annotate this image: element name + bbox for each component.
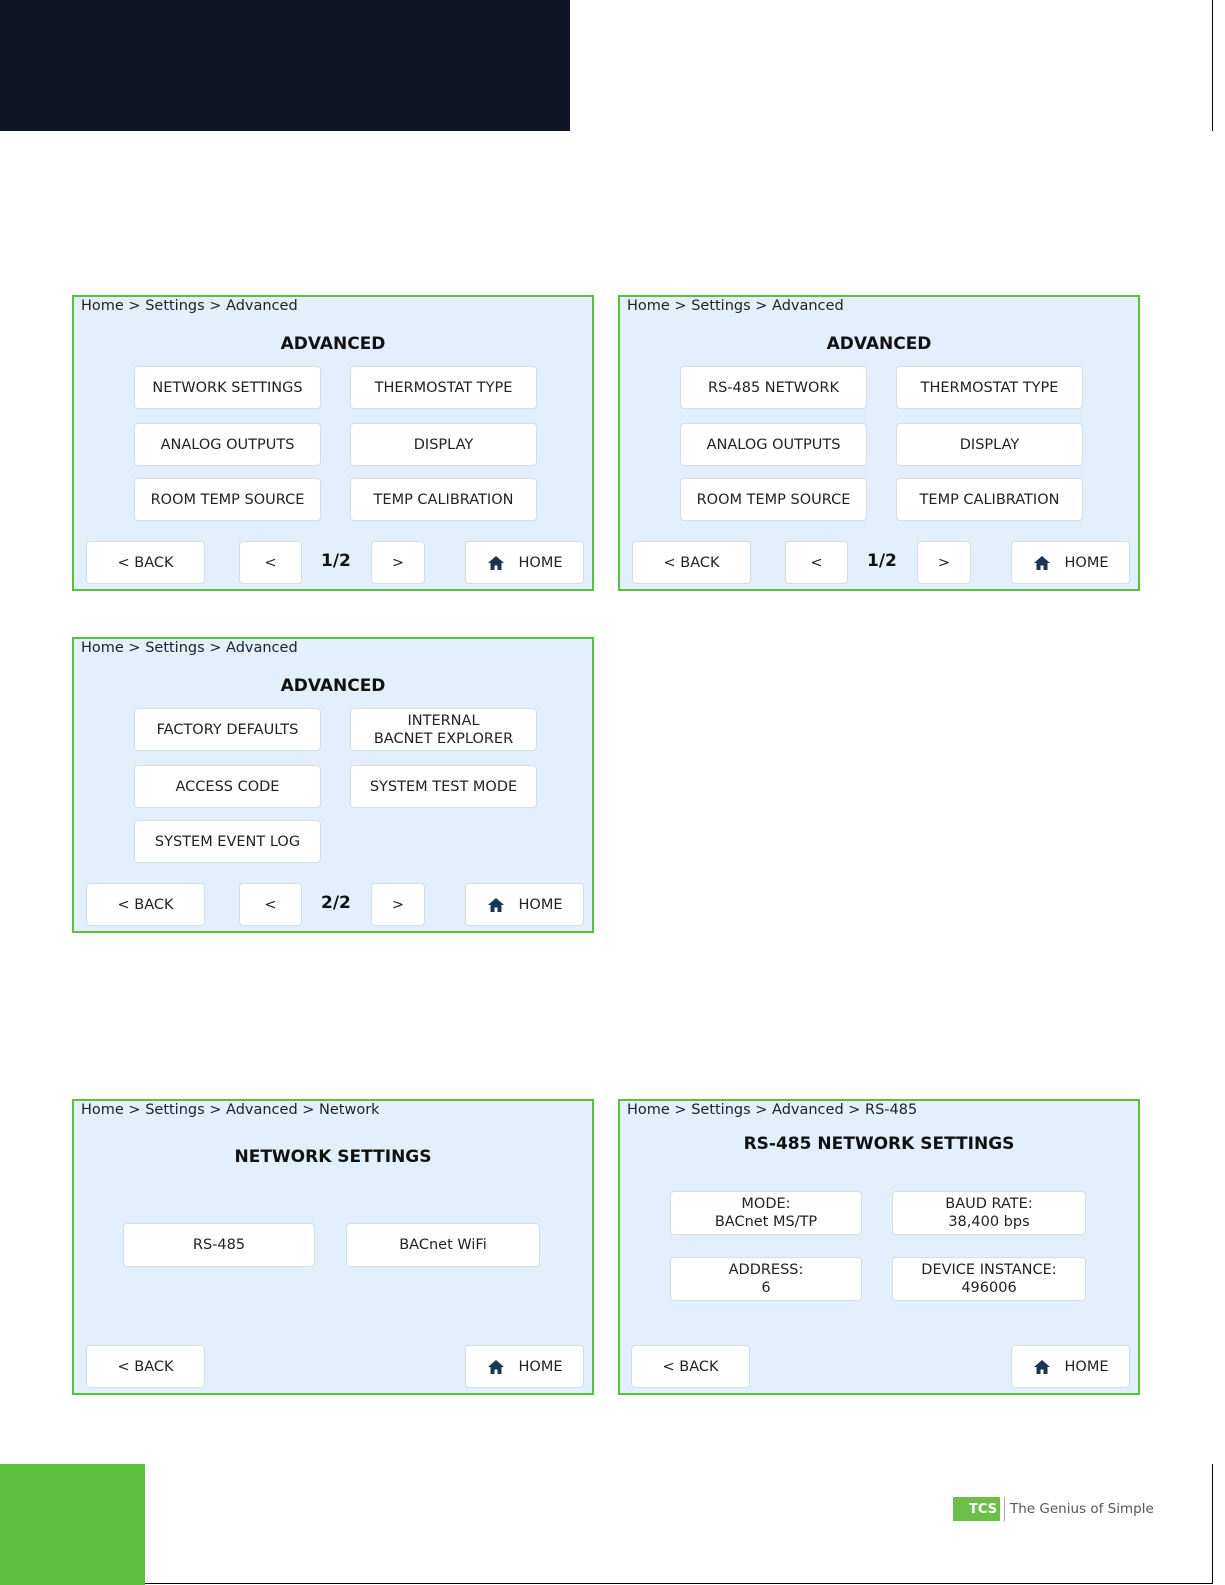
header-block — [0, 0, 570, 131]
tcs-logo: TCS The Genius of Simple — [953, 1497, 1154, 1521]
home-button[interactable]: HOME — [465, 1345, 584, 1388]
menu-button[interactable]: ROOM TEMP SOURCE — [134, 478, 321, 521]
next-page-button[interactable]: > — [917, 541, 971, 584]
back-button[interactable]: < BACK — [86, 883, 205, 926]
screen-title: ADVANCED — [280, 676, 386, 696]
home-icon — [487, 897, 504, 912]
screen-title: NETWORK SETTINGS — [234, 1147, 432, 1167]
home-icon — [487, 1359, 504, 1374]
menu-button[interactable]: BACnet WiFi — [346, 1223, 540, 1267]
home-label: HOME — [1064, 1358, 1109, 1375]
menu-button[interactable]: DISPLAY — [896, 423, 1083, 466]
breadcrumb: Home > Settings > Advanced > Network — [81, 1102, 380, 1118]
screen-title: ADVANCED — [280, 334, 386, 354]
menu-button[interactable]: RS-485 — [123, 1223, 315, 1267]
menu-button[interactable]: NETWORK SETTINGS — [134, 366, 321, 409]
menu-button[interactable]: ACCESS CODE — [134, 765, 321, 808]
home-label: HOME — [518, 1358, 563, 1375]
home-button[interactable]: HOME — [1011, 1345, 1130, 1388]
menu-button[interactable]: TEMP CALIBRATION — [350, 478, 537, 521]
home-icon — [487, 555, 504, 570]
prev-page-button[interactable]: < — [785, 541, 848, 584]
menu-button[interactable]: MODE: BACnet MS/TP — [670, 1191, 862, 1235]
touchscreen-panel: Home > Settings > Advanced ADVANCED NETWOR… — [72, 295, 594, 591]
home-label: HOME — [1064, 554, 1109, 571]
menu-button[interactable]: DISPLAY — [350, 423, 537, 466]
menu-button[interactable]: SYSTEM EVENT LOG — [134, 820, 321, 863]
menu-button[interactable]: INTERNAL BACNET EXPLORER — [350, 708, 537, 751]
back-button[interactable]: < BACK — [86, 1345, 205, 1388]
menu-button[interactable]: RS-485 NETWORK — [680, 366, 867, 409]
breadcrumb: Home > Settings > Advanced — [627, 298, 844, 314]
page-edge-line — [1212, 1464, 1213, 1584]
menu-button[interactable]: THERMOSTAT TYPE — [350, 366, 537, 409]
home-icon — [1033, 1359, 1050, 1374]
menu-button[interactable]: ROOM TEMP SOURCE — [680, 478, 867, 521]
back-button[interactable]: < BACK — [631, 1345, 750, 1388]
home-label: HOME — [518, 554, 563, 571]
home-label: HOME — [518, 896, 563, 913]
back-button[interactable]: < BACK — [86, 541, 205, 584]
prev-page-button[interactable]: < — [239, 883, 302, 926]
touchscreen-panel: Home > Settings > Advanced ADVANCED RS-485… — [618, 295, 1140, 591]
next-page-button[interactable]: > — [371, 541, 425, 584]
breadcrumb: Home > Settings > Advanced — [81, 640, 298, 656]
menu-button[interactable]: ADDRESS: 6 — [670, 1257, 862, 1301]
menu-button[interactable]: FACTORY DEFAULTS — [134, 708, 321, 751]
footer-green-block — [0, 1464, 145, 1585]
page-bottom-line — [0, 1583, 1213, 1584]
next-page-button[interactable]: > — [371, 883, 425, 926]
home-button[interactable]: HOME — [465, 883, 584, 926]
menu-button[interactable]: ANALOG OUTPUTS — [134, 423, 321, 466]
screen-title: RS-485 NETWORK SETTINGS — [743, 1134, 1015, 1154]
menu-button[interactable]: THERMOSTAT TYPE — [896, 366, 1083, 409]
page-indicator: 1/2 — [867, 551, 897, 571]
breadcrumb: Home > Settings > Advanced — [81, 298, 298, 314]
page-indicator: 2/2 — [321, 893, 351, 913]
touchscreen-panel: Home > Settings > Advanced ADVANCED FACTOR… — [72, 637, 594, 933]
home-button[interactable]: HOME — [465, 541, 584, 584]
menu-button[interactable]: ANALOG OUTPUTS — [680, 423, 867, 466]
menu-button[interactable]: TEMP CALIBRATION — [896, 478, 1083, 521]
home-icon — [1033, 555, 1050, 570]
touchscreen-panel: Home > Settings > Advanced > Network NETW… — [72, 1099, 594, 1395]
logo-mark: TCS — [953, 1497, 1000, 1521]
menu-button[interactable]: SYSTEM TEST MODE — [350, 765, 537, 808]
home-button[interactable]: HOME — [1011, 541, 1130, 584]
breadcrumb: Home > Settings > Advanced > RS-485 — [627, 1102, 918, 1118]
menu-button[interactable]: BAUD RATE: 38,400 bps — [892, 1191, 1086, 1235]
menu-button[interactable]: DEVICE INSTANCE: 496006 — [892, 1257, 1086, 1301]
page-indicator: 1/2 — [321, 551, 351, 571]
logo-divider — [1004, 1497, 1005, 1521]
logo-tagline: The Genius of Simple — [1010, 1501, 1154, 1517]
screen-title: ADVANCED — [826, 334, 932, 354]
prev-page-button[interactable]: < — [239, 541, 302, 584]
page-edge-line — [1212, 0, 1213, 131]
touchscreen-panel: Home > Settings > Advanced > RS-485 RS-48… — [618, 1099, 1140, 1395]
back-button[interactable]: < BACK — [632, 541, 751, 584]
